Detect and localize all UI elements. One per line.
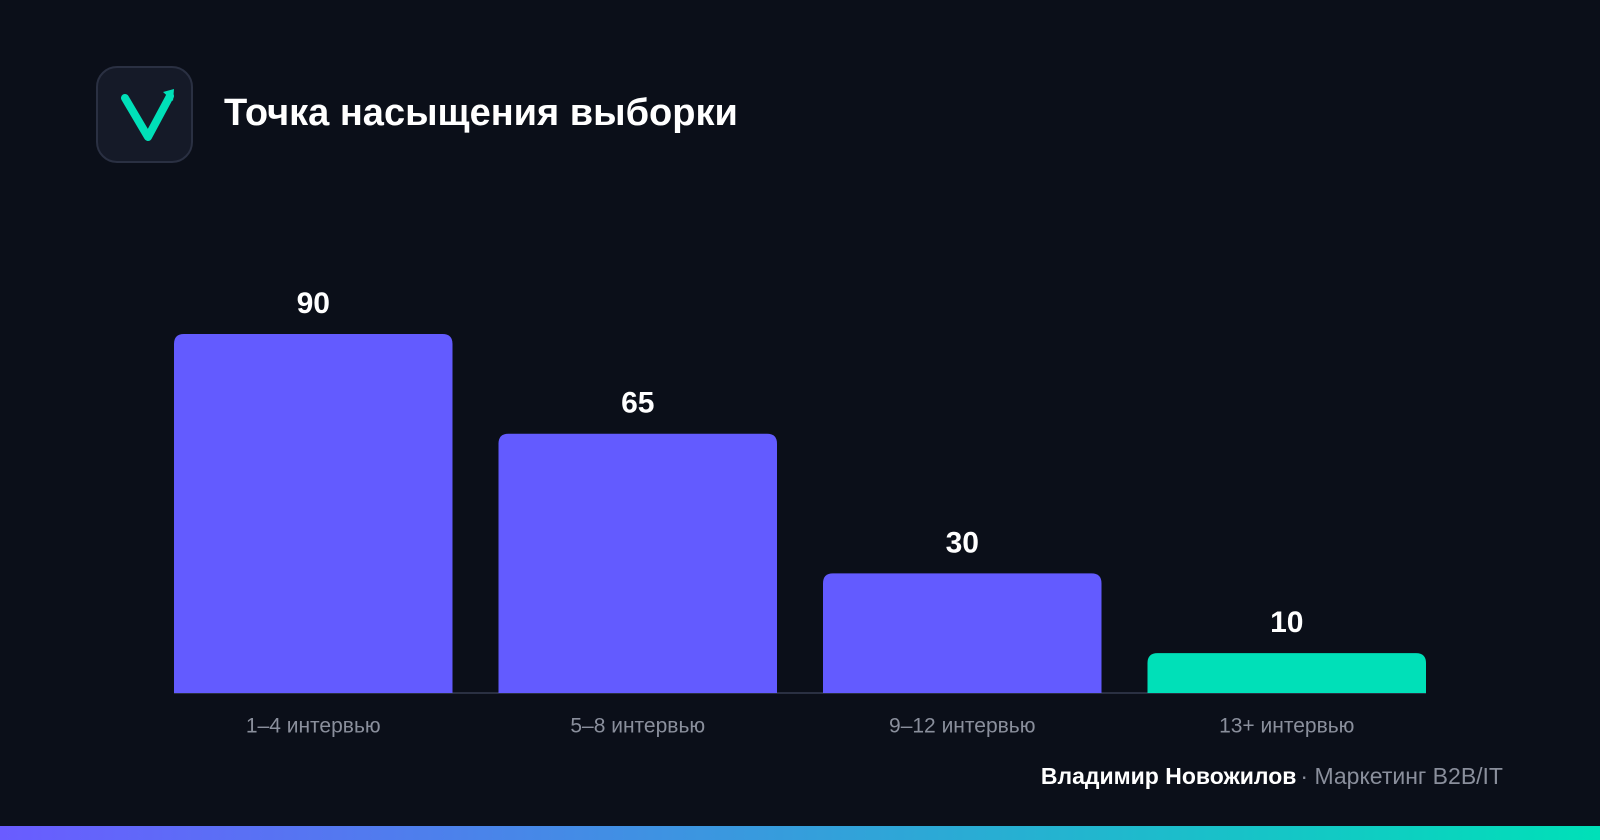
bar	[498, 433, 777, 693]
value-label: 65	[621, 387, 654, 420]
x-tick-label: 1–4 интервью	[246, 715, 381, 738]
value-label: 90	[297, 287, 330, 320]
footer-tagline: · Маркетинг B2B/IT	[1300, 763, 1503, 789]
value-label: 10	[1270, 606, 1303, 639]
logo-arrow	[163, 89, 174, 101]
bar	[1147, 653, 1426, 693]
footer: Владимир Новожилов · Маркетинг B2B/IT	[1041, 763, 1503, 789]
bottom-bar	[0, 826, 1600, 840]
chart-title: Точка насыщения выборки	[224, 92, 738, 134]
bar	[823, 573, 1102, 693]
x-tick-label: 9–12 интервью	[889, 715, 1035, 738]
logo-check	[121, 92, 174, 141]
x-tick-label: 13+ интервью	[1219, 715, 1354, 738]
logo-box	[96, 66, 193, 163]
x-tick-label: 5–8 интервью	[570, 715, 705, 738]
logo	[96, 66, 193, 163]
footer-author: Владимир Новожилов	[1041, 763, 1297, 789]
bar	[174, 334, 453, 693]
value-label: 30	[946, 526, 979, 559]
